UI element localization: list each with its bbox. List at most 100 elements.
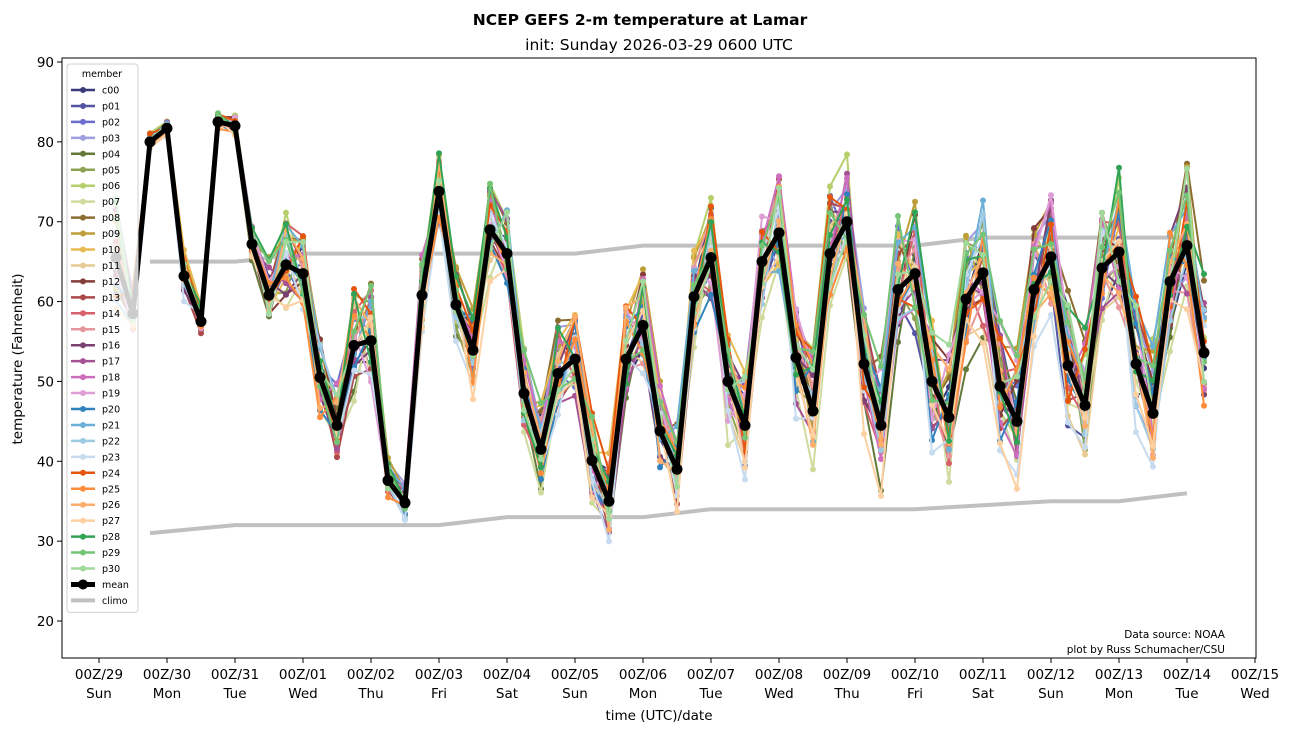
member-point-p26 xyxy=(878,441,884,448)
legend-label: p20 xyxy=(102,405,120,416)
member-point-p23 xyxy=(640,370,646,377)
legend-entry-p19: p19 xyxy=(71,389,120,400)
x-tick-day-label: Sat xyxy=(496,686,518,702)
legend-entry-p14: p14 xyxy=(71,309,120,320)
member-point-p23 xyxy=(453,338,459,345)
member-point-p23 xyxy=(1048,312,1054,319)
mean-series xyxy=(110,116,1210,509)
member-point-p24 xyxy=(827,194,833,201)
legend-label: p24 xyxy=(102,468,120,479)
member-point-p29 xyxy=(759,242,765,249)
member-point-p09 xyxy=(963,232,969,239)
legend-swatch-marker xyxy=(80,198,86,205)
x-tick-day-label: Sun xyxy=(562,686,588,702)
mean-point xyxy=(297,268,309,280)
legend-swatch-marker xyxy=(80,166,86,173)
mean-point xyxy=(1198,347,1210,359)
member-point-p30 xyxy=(742,373,748,380)
mean-point xyxy=(1181,240,1193,252)
x-tick-label: 00Z/07 xyxy=(687,667,735,683)
x-tick-label: 00Z/13 xyxy=(1095,667,1143,683)
mean-point xyxy=(943,411,955,423)
legend-swatch-marker xyxy=(78,579,88,590)
mean-point xyxy=(331,419,343,431)
mean-point xyxy=(858,358,870,370)
member-point-p29 xyxy=(419,261,425,268)
mean-point xyxy=(1147,407,1159,419)
x-tick-day-label: Wed xyxy=(764,686,793,702)
member-point-p21 xyxy=(895,239,901,246)
legend-entry-p24: p24 xyxy=(71,468,120,479)
legend-entry-p18: p18 xyxy=(71,373,120,384)
member-point-p29 xyxy=(351,328,357,335)
legend-label: p14 xyxy=(102,309,120,320)
member-point-p30 xyxy=(640,278,646,285)
member-point-p29 xyxy=(334,439,340,446)
member-point-p20 xyxy=(844,191,850,198)
x-tick-label: 00Z/31 xyxy=(211,667,259,683)
member-point-p28 xyxy=(1150,377,1156,384)
member-point-p25 xyxy=(317,414,323,421)
member-point-p07 xyxy=(351,397,357,404)
legend-entry-p28: p28 xyxy=(71,532,120,543)
member-point-p29 xyxy=(538,400,544,407)
member-point-p22 xyxy=(878,447,884,454)
mean-point xyxy=(1011,415,1023,427)
member-line-p23 xyxy=(115,118,1205,542)
legend-entry-p07: p07 xyxy=(71,197,120,208)
legend-label: p04 xyxy=(102,149,120,160)
member-point-p21 xyxy=(1150,343,1156,350)
member-point-p13 xyxy=(198,330,204,337)
member-point-p26 xyxy=(1048,290,1054,297)
member-point-p30 xyxy=(606,515,612,522)
legend-label: p01 xyxy=(102,101,120,112)
member-point-p29 xyxy=(725,347,731,354)
member-point-p24 xyxy=(861,384,867,391)
legend-entry-p20: p20 xyxy=(71,405,120,416)
mean-point xyxy=(467,344,479,356)
legend-label: p06 xyxy=(102,181,120,192)
x-tick-label: 00Z/11 xyxy=(959,667,1007,683)
member-point-p27 xyxy=(470,396,476,403)
legend-swatch-marker xyxy=(80,134,86,141)
member-point-p22 xyxy=(1201,306,1207,313)
y-tick-label: 20 xyxy=(37,614,54,630)
plot-credit-annotation: plot by Russ Schumacher/CSU xyxy=(1067,644,1225,656)
member-point-p28 xyxy=(1201,270,1207,277)
legend-swatch-marker xyxy=(80,453,86,460)
x-tick-label: 00Z/10 xyxy=(891,667,939,683)
member-point-p30 xyxy=(385,485,391,492)
member-point-p14 xyxy=(980,322,986,329)
x-tick-label: 00Z/06 xyxy=(619,667,667,683)
member-series-p14 xyxy=(113,116,1207,503)
member-point-p29 xyxy=(929,397,935,404)
x-tick-day-label: Fri xyxy=(431,686,447,702)
mean-point xyxy=(960,293,972,305)
legend-swatch-marker xyxy=(80,230,86,237)
mean-point xyxy=(909,268,921,280)
member-point-p30 xyxy=(538,455,544,462)
legend-label: p19 xyxy=(102,389,120,400)
mean-point xyxy=(756,256,768,268)
member-series-p13 xyxy=(113,114,1207,535)
member-point-p23 xyxy=(351,367,357,374)
member-point-p27 xyxy=(997,440,1003,447)
x-axis: 00Z/29 Sun 00Z/30 Mon 00Z/31 Tue 00Z/01 Wed 00Z/… xyxy=(75,658,1279,702)
x-tick-label: 00Z/04 xyxy=(483,667,531,683)
mean-point xyxy=(875,419,887,431)
member-point-p23 xyxy=(1150,463,1156,470)
x-tick-day-label: Tue xyxy=(1174,686,1198,702)
mean-point xyxy=(637,320,649,332)
member-point-p12 xyxy=(1031,225,1037,232)
member-point-p26 xyxy=(657,457,663,464)
member-point-p29 xyxy=(368,282,374,289)
legend-swatch-marker xyxy=(80,278,86,285)
legend-swatch-marker xyxy=(80,437,86,444)
member-point-p27 xyxy=(368,314,374,321)
member-point-p26 xyxy=(555,358,561,365)
member-point-p27 xyxy=(674,508,680,515)
member-point-p23 xyxy=(606,538,612,545)
member-point-p30 xyxy=(963,240,969,247)
mean-point xyxy=(977,267,989,279)
mean-point xyxy=(433,185,445,197)
